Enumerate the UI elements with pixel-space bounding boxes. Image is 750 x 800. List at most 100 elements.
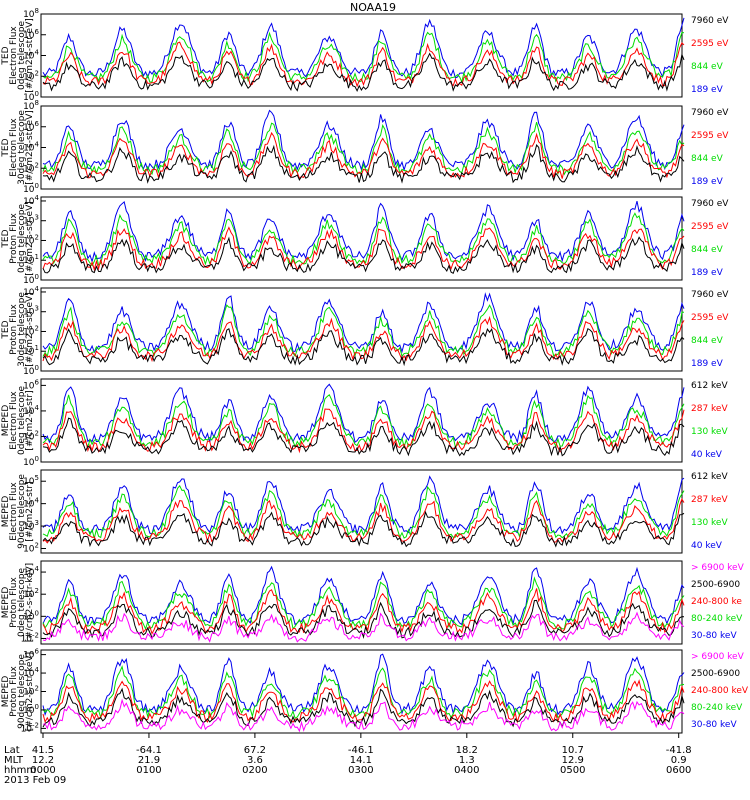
- axis-row-value: 0600: [666, 765, 691, 776]
- series-trace-blue: [42, 383, 685, 444]
- series-trace-green: [42, 394, 685, 449]
- legend-entry: 2595 eV: [691, 131, 729, 141]
- axis-row-value: 41.5: [32, 745, 54, 756]
- axis-row-label: Lat: [4, 745, 20, 756]
- legend-entry: 240-800 ke: [691, 597, 742, 607]
- axis-row-value: 12.9: [562, 755, 584, 766]
- axis-row-value: 0.9: [671, 755, 687, 766]
- legend-entry: 80-240 keV: [691, 703, 743, 713]
- y-axis-label: MEPEDProton Flux90deg telescope[#/cm2-s-…: [1, 652, 35, 731]
- legend-entry: 40 keV: [691, 450, 723, 460]
- series-trace-black: [42, 236, 685, 275]
- series-trace-red: [42, 41, 685, 88]
- legend-entry: 130 keV: [691, 427, 728, 437]
- axis-row-value: 10.7: [562, 745, 584, 756]
- series-trace-black: [42, 599, 685, 639]
- axis-row-value: 0400: [454, 765, 479, 776]
- legend-entry: 2500-6900: [691, 669, 740, 679]
- axis-row-value: 21.9: [138, 755, 160, 766]
- series-trace-green: [42, 31, 685, 84]
- series-trace-red: [42, 497, 685, 544]
- date-label: 2013 Feb 09: [4, 775, 66, 786]
- axis-row-value: 3.6: [247, 755, 263, 766]
- legend-entry: > 6900 keV: [691, 563, 745, 573]
- legend-entry: 844 eV: [691, 245, 724, 255]
- series-trace-red: [42, 588, 685, 635]
- legend-entry: > 6900 keV: [691, 652, 745, 662]
- time-axis-table: Lat 41.5 -64.1 67.2 -46.1 18.2 10.7 -41.8 MLT 12.…: [4, 733, 692, 786]
- series-trace-black: [42, 143, 685, 184]
- series-trace-blue: [42, 109, 685, 172]
- series-trace-blue: [42, 200, 685, 264]
- legend-entry: 80-240 keV: [691, 614, 743, 624]
- legend-entry: 7960 eV: [691, 108, 729, 118]
- panel-frame: [40, 378, 683, 463]
- axis-row-value: 1.3: [459, 755, 475, 766]
- legend-entry: 30-80 keV: [691, 631, 737, 641]
- series-trace-red: [42, 315, 685, 363]
- legend-entry: 2595 eV: [691, 222, 729, 232]
- axis-row-value: 0300: [348, 765, 373, 776]
- legend-entry: 287 keV: [691, 495, 728, 505]
- series-trace-black: [42, 52, 685, 92]
- series-trace-green: [42, 304, 685, 358]
- axis-row-value: 0200: [242, 765, 267, 776]
- legend-entry: 844 eV: [691, 154, 724, 164]
- legend-entry: 189 eV: [691, 177, 724, 187]
- series-trace-green: [42, 121, 685, 176]
- y-axis-label: MEPEDElectron Flux90deg telescope[#/cm2-…: [1, 474, 35, 549]
- series-trace-blue: [42, 653, 685, 717]
- series-trace-green: [42, 484, 685, 539]
- series-trace-blue: [42, 565, 685, 626]
- series-trace-magenta: [42, 611, 685, 643]
- legend-entry: 40 keV: [691, 541, 723, 551]
- legend-entry: 2595 eV: [691, 313, 729, 323]
- axis-row-value: -46.1: [348, 745, 374, 756]
- legend-entry: 30-80 keV: [691, 720, 737, 730]
- panel-frame: [40, 13, 683, 98]
- series-trace-black: [42, 687, 685, 728]
- legend-entry: 240-800 keV: [691, 686, 749, 696]
- axis-row-value: 14.1: [350, 755, 372, 766]
- y-axis-label: TEDElectron Flux30deg telescope[#/cm2-s-…: [1, 110, 35, 185]
- axis-row-value: 12.2: [32, 755, 54, 766]
- series-trace-black: [42, 327, 685, 367]
- chart-title: NOAA19: [350, 1, 396, 14]
- legend-entry: 612 keV: [691, 381, 728, 391]
- legend-entry: 287 keV: [691, 404, 728, 414]
- axis-row-label: MLT: [4, 755, 24, 766]
- y-axis-label: TEDProton Flux0deg telescope[#/cm2-s-str…: [1, 201, 35, 276]
- series-trace-black: [42, 510, 685, 548]
- legend-entry: 2595 eV: [691, 39, 729, 49]
- legend-entry: 7960 eV: [691, 199, 729, 209]
- series-trace-black: [42, 417, 685, 457]
- y-tick-label: 108: [23, 7, 39, 20]
- y-axis-label: MEPEDProton Flux0deg telescope[#/cm2-s-s…: [1, 563, 35, 642]
- legend-entry: 7960 eV: [691, 290, 729, 300]
- axis-row-label: hhmm: [4, 765, 36, 776]
- panel-frame: [40, 469, 683, 554]
- axis-row-value: -64.1: [136, 745, 162, 756]
- series-trace-blue: [42, 475, 685, 535]
- axis-row-value: 18.2: [456, 745, 478, 756]
- y-axis-label: MEPEDElectron Flux0deg telescope[#/cm2-s…: [1, 386, 35, 456]
- y-axis-label: TEDElectron Flux0deg telescope[#/cm2-s-s…: [1, 18, 35, 93]
- series-trace-green: [42, 576, 685, 631]
- legend-entry: 7960 eV: [691, 16, 729, 26]
- legend-entry: 189 eV: [691, 85, 724, 95]
- legend-entry: 844 eV: [691, 336, 724, 346]
- series-trace-green: [42, 665, 685, 720]
- series-trace-magenta: [42, 698, 685, 733]
- series-trace-red: [42, 226, 685, 272]
- series-trace-blue: [42, 292, 685, 354]
- panel-frame: [40, 287, 683, 372]
